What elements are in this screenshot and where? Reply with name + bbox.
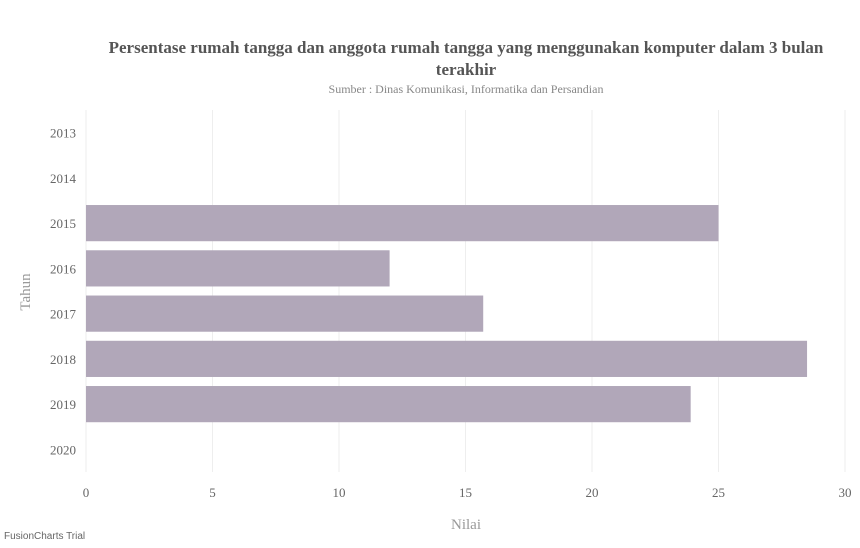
watermark: FusionCharts Trial [4, 531, 86, 542]
bar-2015[interactable] [86, 205, 719, 242]
x-axis-ticks: 0 5 10 15 20 25 30 [83, 485, 852, 500]
bar-2019[interactable] [86, 386, 691, 423]
x-tick-label: 10 [333, 485, 346, 500]
x-tick-label: 25 [712, 485, 725, 500]
chart-subtitle: Sumber : Dinas Komunikasi, Informatika d… [328, 82, 604, 96]
x-tick-label: 5 [209, 485, 216, 500]
x-tick-label: 30 [839, 485, 852, 500]
y-tick-label: 2019 [50, 397, 76, 412]
bar-2017[interactable] [86, 295, 484, 332]
bar-2016[interactable] [86, 250, 390, 287]
chart-title: Persentase rumah tangga dan anggota ruma… [108, 38, 824, 79]
y-axis-label: Tahun [18, 273, 34, 311]
y-tick-label: 2018 [50, 352, 76, 367]
y-tick-label: 2014 [50, 171, 77, 186]
y-tick-label: 2020 [50, 442, 76, 457]
bar-2018[interactable] [86, 340, 808, 377]
bars [86, 205, 808, 423]
y-axis-ticks: 2013 2014 2015 2016 2017 2018 2019 2020 [50, 126, 77, 458]
y-tick-label: 2017 [50, 307, 77, 322]
y-tick-label: 2013 [50, 126, 76, 141]
y-tick-label: 2016 [50, 261, 77, 276]
y-tick-label: 2015 [50, 216, 76, 231]
x-axis-label: Nilai [451, 517, 481, 533]
x-tick-label: 15 [459, 485, 472, 500]
x-tick-label: 20 [586, 485, 599, 500]
x-tick-label: 0 [83, 485, 90, 500]
